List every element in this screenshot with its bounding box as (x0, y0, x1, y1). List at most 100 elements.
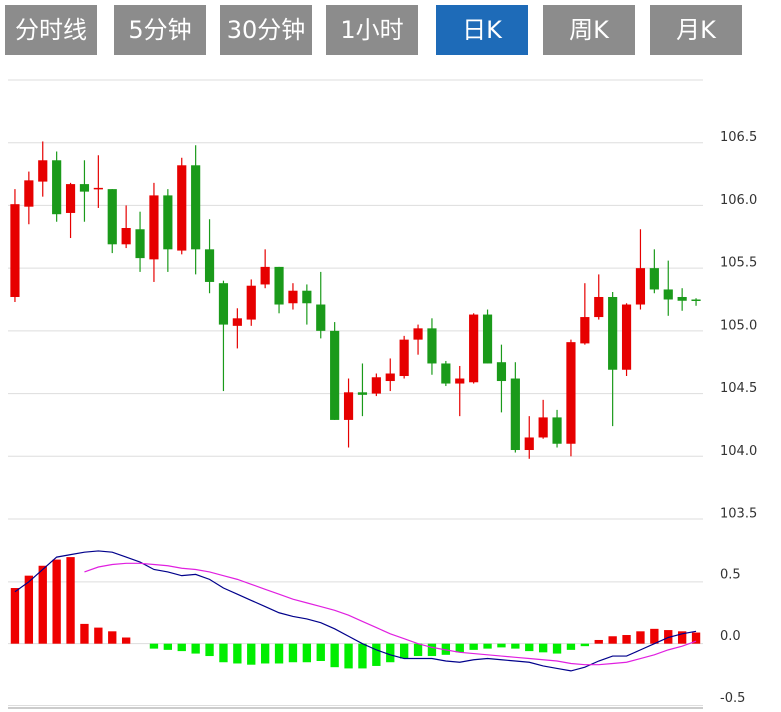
y-tick-label: -0.5 (720, 691, 745, 706)
candle-body (663, 289, 673, 300)
macd-bar (80, 623, 89, 644)
candle-body (24, 180, 34, 207)
macd-bar (24, 575, 34, 644)
candle-body (107, 189, 117, 245)
macd-bar (511, 643, 520, 649)
candle-body (288, 290, 298, 304)
candle-body (608, 296, 618, 370)
candle-body (52, 160, 62, 215)
candle-body (177, 165, 187, 251)
macd-bar (469, 643, 478, 650)
candle-body (469, 314, 479, 383)
macd-bar (483, 643, 492, 649)
candle-body (482, 314, 493, 364)
y-tick-label: 105.5 (720, 256, 757, 271)
candle-body (38, 160, 48, 182)
candle-body (677, 296, 687, 301)
candle-body (371, 377, 381, 394)
macd-bar (538, 643, 548, 653)
y-tick-label: 106.0 (720, 193, 757, 208)
macd-bar (163, 643, 173, 650)
candle-body (93, 187, 103, 190)
tab-button[interactable] (436, 5, 528, 55)
candle-body (566, 342, 576, 444)
y-tick-label: 0.0 (720, 629, 741, 644)
tab-label[interactable]: 分时线 (15, 16, 87, 44)
macd-line (14, 550, 697, 672)
y-tick-label: 106.5 (720, 130, 757, 145)
macd-bar (38, 565, 47, 644)
candle-body (691, 299, 701, 301)
candle-body (441, 363, 451, 384)
macd-bar (427, 643, 437, 657)
macd-bar (344, 643, 353, 669)
macd-bar (455, 643, 464, 653)
tab-label[interactable]: 月K (676, 16, 717, 44)
macd-bar (121, 637, 131, 644)
y-tick-label: 105.0 (720, 318, 757, 333)
macd-bar (316, 643, 325, 661)
candle-body (191, 165, 201, 250)
macd-bar (525, 643, 534, 652)
candle-body (510, 378, 520, 451)
tab-button[interactable] (543, 5, 635, 55)
candle-body (621, 304, 632, 370)
candle-body (260, 266, 270, 285)
candle-body (343, 392, 354, 420)
y-tick-label: 104.5 (720, 381, 757, 396)
macd-bar (233, 643, 242, 664)
macd-bar (177, 643, 186, 652)
macd-bar (608, 636, 617, 644)
macd-bar (441, 643, 451, 655)
y-tick-label: 104.0 (720, 444, 757, 459)
candle-body (580, 317, 590, 344)
candle-body (413, 328, 423, 340)
candle-body (10, 204, 20, 297)
macd-bar (274, 643, 284, 664)
macd-bar (580, 643, 590, 647)
candle-body (79, 184, 90, 192)
candle-body (427, 328, 437, 364)
macd-bar (247, 643, 256, 665)
candle-body (635, 268, 646, 305)
macd-bar (358, 643, 367, 669)
candle-body (163, 195, 173, 250)
candle-body (399, 339, 409, 377)
tab-label[interactable]: 周K (569, 16, 610, 44)
tab-button[interactable] (326, 5, 418, 55)
macd-bar (94, 627, 103, 644)
macd-bar (149, 643, 159, 649)
macd-bar (622, 635, 631, 644)
tab-button[interactable] (220, 5, 312, 55)
macd-bar (108, 631, 117, 644)
macd-bar (260, 643, 270, 664)
candle-body (649, 268, 659, 290)
candle-body (204, 249, 215, 282)
macd-bar (191, 643, 200, 654)
macd-bar (552, 643, 562, 654)
macd-bar (66, 557, 75, 644)
tab-label[interactable]: 5分钟 (128, 16, 191, 44)
candle-body (496, 362, 507, 382)
candle-body (149, 195, 159, 260)
candle-body (385, 373, 395, 382)
tab-label[interactable]: 日K (462, 16, 503, 44)
tab-button[interactable] (114, 5, 206, 55)
candle-body (552, 417, 562, 444)
candle-body (246, 285, 256, 320)
tab-label[interactable]: 1小时 (340, 16, 403, 44)
macd-bar (566, 643, 576, 650)
tab-label[interactable]: 30分钟 (227, 16, 306, 44)
candle-body (218, 283, 229, 325)
tab-button[interactable] (5, 5, 97, 55)
candle-body (302, 290, 312, 304)
tab-button[interactable] (650, 5, 742, 55)
macd-bar (205, 643, 214, 657)
macd-bar (497, 643, 506, 648)
candle-body (65, 184, 76, 213)
candle-body (330, 330, 340, 420)
candle-body (316, 304, 326, 331)
macd-bar (386, 643, 395, 663)
macd-line (84, 562, 697, 666)
